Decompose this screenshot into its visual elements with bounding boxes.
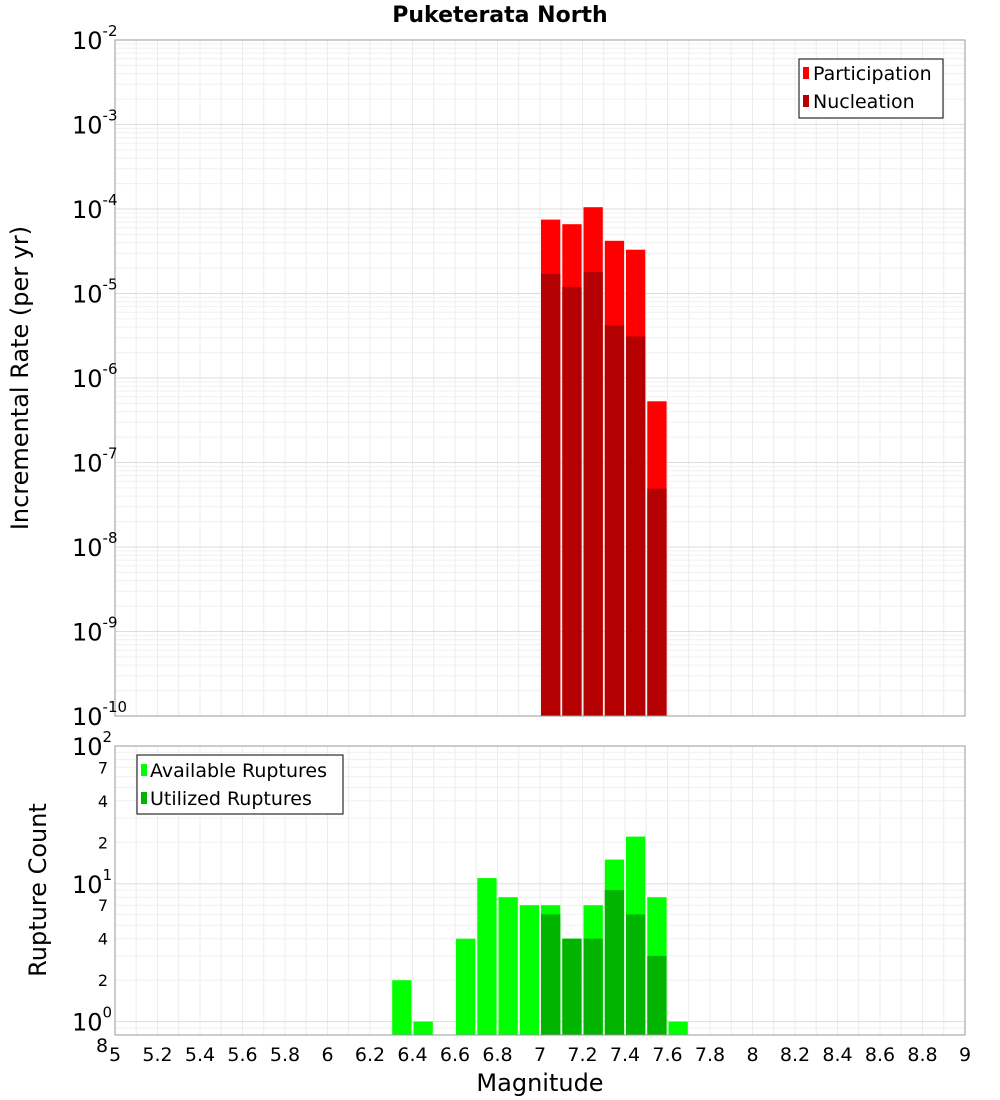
top-y-tick-label: 10-2 (72, 22, 118, 55)
legend-nucleation-swatch (803, 95, 809, 107)
utilized-ruptures-bar (583, 938, 603, 1035)
legend-participation-label: Participation (813, 63, 932, 85)
top-y-tick-label: 10-6 (72, 360, 118, 393)
legend-utilized-swatch (141, 792, 147, 804)
bottom-y-minor-tick-label: 7 (98, 758, 108, 777)
x-tick-label: 7 (534, 1044, 546, 1066)
top-y-tick-label: 10-10 (72, 698, 127, 731)
x-tick-label: 8 (746, 1044, 758, 1066)
bottom-y-tick-label: 102 (72, 728, 112, 761)
bottom-y-axis-label: Rupture Count (24, 803, 52, 977)
utilized-ruptures-bar (562, 938, 582, 1035)
x-tick-label: 7.8 (695, 1044, 725, 1066)
top-legend: Participation Nucleation (798, 58, 944, 119)
top-y-tick-label: 10-3 (72, 107, 118, 140)
x-tick-label: 7.6 (652, 1044, 682, 1066)
legend-participation-swatch (803, 67, 809, 79)
available-ruptures-bar (519, 905, 540, 1035)
x-tick-label: 7.4 (610, 1044, 640, 1066)
bottom-bars (392, 836, 688, 1035)
available-ruptures-bar (498, 897, 518, 1035)
x-tick-label: 5.8 (270, 1044, 300, 1066)
available-ruptures-bar (413, 1021, 433, 1035)
x-tick-label: 6.4 (397, 1044, 427, 1066)
bottom-y-ticks: 102 101 100 7 4 2 7 4 2 8 (72, 728, 112, 1057)
bottom-y-minor-tick-label: 2 (98, 971, 108, 990)
available-ruptures-bar (668, 1021, 688, 1035)
top-y-ticks: 10-2 10-3 10-4 10-5 10-6 10-7 10-8 10-9 10-10 (72, 22, 127, 731)
bottom-y-tick-label: 100 (72, 1004, 112, 1037)
x-tick-label: 5 (109, 1044, 121, 1066)
bottom-y-minor-tick-label: 4 (98, 792, 108, 811)
top-plot-border (114, 39, 966, 717)
bottom-plot-border (114, 745, 966, 1036)
x-tick-label: 8.6 (865, 1044, 895, 1066)
top-y-tick-label: 10-9 (72, 614, 118, 647)
x-tick-label: 5.6 (227, 1044, 257, 1066)
nucleation-bar (647, 488, 667, 716)
utilized-ruptures-bar (647, 955, 667, 1035)
bottom-y-minor-tick-label: 4 (98, 930, 108, 949)
utilized-ruptures-bar (626, 914, 646, 1035)
top-y-tick-label: 10-5 (72, 276, 118, 309)
top-bars (541, 207, 667, 717)
top-grid (114, 40, 966, 717)
bottom-y-tick-label: 101 (72, 866, 112, 899)
bottom-y-minor-tick-label: 8 (96, 1035, 108, 1057)
bottom-legend-box (136, 754, 344, 815)
x-tick-label: 8.2 (780, 1044, 810, 1066)
x-tick-label: 8.4 (822, 1044, 852, 1066)
x-tick-label: 6.2 (355, 1044, 385, 1066)
nucleation-bar (626, 336, 646, 716)
top-y-tick-label: 10-8 (72, 529, 118, 562)
bottom-x-ticks: 5 5.2 5.4 5.6 5.8 6 6.2 6.4 6.6 6.8 7 7.2 7.4 7.6 7.8 8… (109, 1044, 971, 1066)
nucleation-bar (562, 286, 582, 716)
top-y-tick-label: 10-7 (72, 445, 118, 478)
nucleation-bar (604, 325, 625, 716)
legend-available-swatch (141, 764, 147, 776)
x-tick-label: 9 (959, 1044, 971, 1066)
bottom-y-minor-tick-label: 7 (98, 896, 108, 915)
legend-available-label: Available Ruptures (150, 760, 327, 782)
x-tick-label: 6.8 (482, 1044, 512, 1066)
nucleation-bar (583, 271, 603, 716)
available-ruptures-bar (477, 878, 497, 1035)
top-y-axis-label: Incremental Rate (per yr) (6, 226, 34, 530)
utilized-ruptures-bar (604, 890, 625, 1035)
top-legend-box (798, 58, 944, 119)
nucleation-bar (541, 274, 561, 716)
legend-nucleation-label: Nucleation (813, 91, 915, 113)
x-tick-label: 8.8 (907, 1044, 937, 1066)
x-axis-label: Magnitude (476, 1069, 603, 1097)
x-tick-label: 6.6 (440, 1044, 470, 1066)
top-y-tick-label: 10-4 (72, 191, 118, 224)
x-tick-label: 7.2 (567, 1044, 597, 1066)
bottom-y-minor-tick-label: 2 (98, 833, 108, 852)
x-tick-label: 6 (321, 1044, 333, 1066)
chart-title: Puketerata North (392, 3, 607, 28)
x-tick-label: 5.2 (142, 1044, 172, 1066)
utilized-ruptures-bar (541, 914, 561, 1035)
bottom-legend: Available Ruptures Utilized Ruptures (136, 754, 344, 815)
legend-utilized-label: Utilized Ruptures (150, 788, 312, 810)
available-ruptures-bar (392, 980, 412, 1035)
x-tick-label: 5.4 (185, 1044, 215, 1066)
available-ruptures-bar (456, 938, 476, 1035)
